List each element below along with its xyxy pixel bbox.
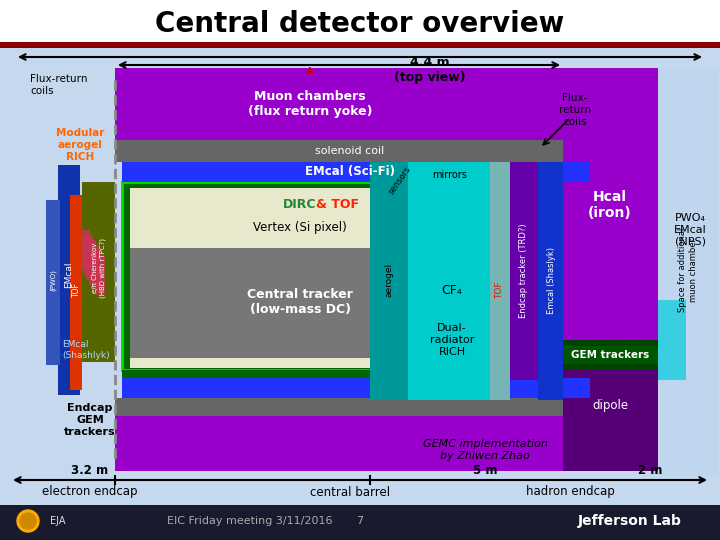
Text: Hcal
(iron): Hcal (iron) <box>588 190 632 220</box>
Bar <box>370 162 510 400</box>
Bar <box>95 255 105 295</box>
Bar <box>0 48 720 488</box>
Bar <box>130 188 510 368</box>
Bar <box>658 68 718 476</box>
Bar <box>115 416 590 471</box>
Bar <box>658 300 686 380</box>
Text: EJA: EJA <box>50 516 66 526</box>
Text: Central detector overview: Central detector overview <box>156 10 564 38</box>
Text: TOF: TOF <box>71 282 81 298</box>
Text: Endcap tracker (TRD?): Endcap tracker (TRD?) <box>520 224 528 318</box>
Circle shape <box>20 513 36 529</box>
Text: Emcal (Shaslyk): Emcal (Shaslyk) <box>546 246 556 314</box>
Text: dipole: dipole <box>592 399 628 411</box>
Text: Vertex (Si pixel): Vertex (Si pixel) <box>253 221 347 234</box>
Text: central barrel: central barrel <box>310 485 390 498</box>
Text: sensors: sensors <box>387 164 413 196</box>
Text: Central tracker
(low-mass DC): Central tracker (low-mass DC) <box>247 288 353 316</box>
Text: EIC Friday meeting 3/11/2016: EIC Friday meeting 3/11/2016 <box>167 516 333 526</box>
Text: aerogel: aerogel <box>384 263 394 297</box>
Bar <box>70 195 82 390</box>
Text: 4.4 m: 4.4 m <box>410 56 450 69</box>
Text: 7: 7 <box>356 516 364 526</box>
Bar <box>0 42 720 48</box>
Bar <box>122 378 590 398</box>
Bar <box>115 140 590 162</box>
Text: solenoid coil: solenoid coil <box>315 146 384 156</box>
Bar <box>82 182 115 362</box>
Bar <box>122 162 590 182</box>
Text: electron endcap: electron endcap <box>42 485 138 498</box>
Text: hadron endcap: hadron endcap <box>526 485 614 498</box>
Text: PWO₄
EMcal
(NPS): PWO₄ EMcal (NPS) <box>674 213 706 247</box>
Bar <box>86 240 96 280</box>
Text: (PWO): (PWO) <box>50 269 56 291</box>
Bar <box>563 346 658 364</box>
Text: (top view): (top view) <box>394 71 466 84</box>
Circle shape <box>17 510 39 532</box>
Bar <box>0 505 720 540</box>
Bar <box>0 0 720 42</box>
Bar <box>563 346 658 471</box>
Bar <box>115 398 590 416</box>
Text: e/π Cherenkov
(HBD with rTPC?): e/π Cherenkov (HBD with rTPC?) <box>92 238 106 298</box>
Text: Muon chambers
(flux return yoke): Muon chambers (flux return yoke) <box>248 90 372 118</box>
Bar <box>538 162 563 400</box>
Bar <box>89 245 99 285</box>
Bar <box>115 68 590 140</box>
Text: DIRC: DIRC <box>283 199 317 212</box>
Bar <box>58 165 80 395</box>
Text: & TOF: & TOF <box>317 199 359 212</box>
Text: Endcap
GEM
trackers: Endcap GEM trackers <box>64 403 116 437</box>
Text: 5 m: 5 m <box>473 463 498 476</box>
Text: GEMC implementation
by Zhiwen Zhao: GEMC implementation by Zhiwen Zhao <box>423 439 547 461</box>
Text: 2 m: 2 m <box>638 463 662 476</box>
Bar <box>563 340 658 370</box>
Bar <box>83 235 93 275</box>
Text: Flux-return
coils: Flux-return coils <box>30 74 88 96</box>
Bar <box>510 162 538 380</box>
Bar <box>563 68 658 346</box>
Bar <box>130 248 510 358</box>
Text: EMcal (Sci-Fi): EMcal (Sci-Fi) <box>305 165 395 179</box>
Bar <box>80 230 90 270</box>
Text: mirrors: mirrors <box>433 170 467 180</box>
Text: CF₄: CF₄ <box>441 284 462 296</box>
Bar <box>370 162 408 400</box>
Bar <box>122 370 590 378</box>
Text: Jefferson Lab: Jefferson Lab <box>578 514 682 528</box>
Text: EMcal
(Shashlyk): EMcal (Shashlyk) <box>62 340 109 360</box>
Bar <box>490 162 510 400</box>
Text: Dual-
radiator
RICH: Dual- radiator RICH <box>430 323 474 356</box>
Bar <box>46 200 60 365</box>
Bar <box>122 182 590 370</box>
Text: EMcal: EMcal <box>65 262 73 288</box>
Text: GEM trackers: GEM trackers <box>571 350 649 360</box>
Text: Flux-
return
coils: Flux- return coils <box>559 93 591 126</box>
Text: Modular
aerogel
RICH: Modular aerogel RICH <box>56 129 104 161</box>
Text: TOF: TOF <box>495 281 505 299</box>
Text: 3.2 m: 3.2 m <box>71 463 109 476</box>
Text: Space for additional
muon chamber: Space for additional muon chamber <box>678 228 698 312</box>
Bar <box>92 250 102 290</box>
